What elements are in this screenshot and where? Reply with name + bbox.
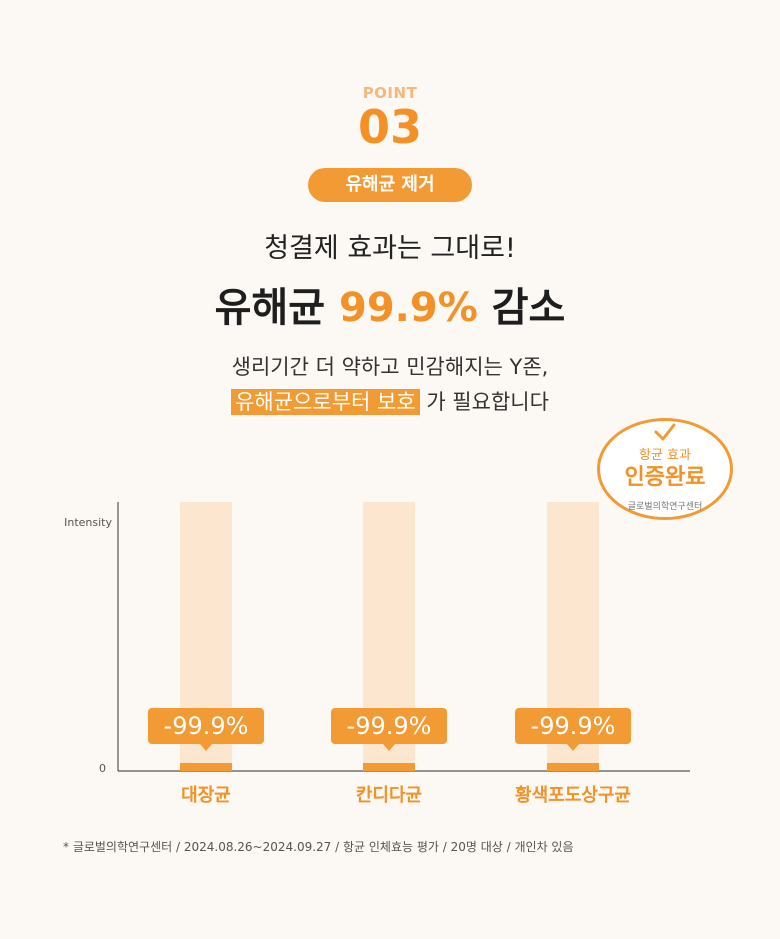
y-axis-label: Intensity bbox=[64, 516, 112, 529]
certification-badge: 항균 효과 인증완료 글로벌의학연구센터 bbox=[597, 418, 733, 520]
badge-circle bbox=[597, 418, 733, 520]
description-line-1: 생리기간 더 약하고 민감해지는 Y존, bbox=[231, 355, 549, 379]
reduction-label-bg bbox=[331, 708, 447, 744]
headline-accent: 99.9% bbox=[339, 285, 478, 331]
reduction-label-pointer bbox=[567, 744, 579, 751]
reduction-label: -99.9% bbox=[531, 712, 616, 740]
footnote: * 글로벌의학연구센터 / 2024.08.26~2024.09.27 / 항균… bbox=[63, 840, 574, 854]
reduction-label-bg bbox=[515, 708, 631, 744]
description-rest: 가 필요합니다 bbox=[419, 390, 549, 414]
headline-pre: 유해균 bbox=[214, 285, 339, 331]
reduction-label-pointer bbox=[383, 744, 395, 751]
badge-line-2: 인증완료 bbox=[624, 465, 706, 490]
y-tick-label: 0 bbox=[99, 762, 106, 775]
headline: 유해균 99.9% 감소 bbox=[0, 275, 780, 333]
after-bar bbox=[363, 763, 415, 771]
check-icon bbox=[654, 423, 676, 441]
reduction-label-pointer bbox=[200, 744, 212, 751]
category-label: 황색포도상구균 bbox=[515, 785, 631, 806]
bar-chart: Intensity 0 -99.9% 대장균 -99.9% 칸디다균 -99.9% 황색포도상… bbox=[64, 502, 690, 806]
after-bar bbox=[547, 763, 599, 771]
badge-line-3: 글로벌의학연구센터 bbox=[627, 502, 703, 512]
badge-line-1: 항균 효과 bbox=[639, 448, 691, 463]
description-line-2: 유해균으로부터 보호 가 필요합니다 bbox=[0, 386, 780, 416]
reduction-label: -99.9% bbox=[164, 712, 249, 740]
reduction-label: -99.9% bbox=[347, 712, 432, 740]
headline-post: 감소 bbox=[477, 285, 566, 331]
point-number: 03 bbox=[357, 100, 422, 154]
topic-tag: 유해균 제거 bbox=[308, 168, 472, 202]
category-label: 칸디다균 bbox=[356, 785, 422, 806]
category-label: 대장균 bbox=[181, 785, 231, 806]
description-highlight: 유해균으로부터 보호 bbox=[231, 389, 420, 415]
after-bar bbox=[180, 763, 232, 771]
reduction-label-bg bbox=[148, 708, 264, 744]
point-label: POINT bbox=[362, 84, 418, 102]
subtitle: 청결제 효과는 그대로! bbox=[264, 233, 516, 264]
